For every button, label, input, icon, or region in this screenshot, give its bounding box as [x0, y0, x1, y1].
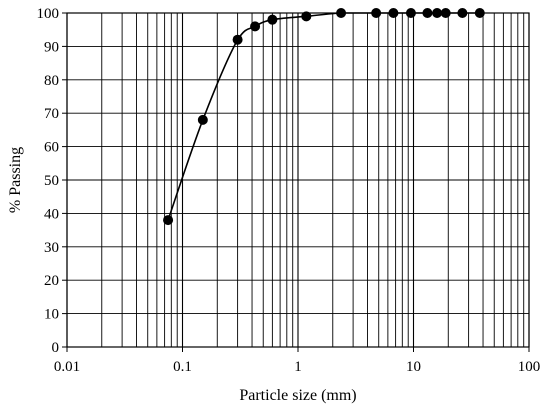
data-point — [432, 8, 443, 18]
y-tick-label: 0 — [52, 340, 60, 356]
y-tick-label: 100 — [37, 6, 60, 22]
gradation-curve — [167, 12, 480, 221]
data-point — [163, 215, 174, 226]
x-tick-label: 100 — [518, 359, 541, 375]
data-point — [422, 8, 433, 18]
y-tick-label: 10 — [44, 307, 59, 323]
data-point — [267, 14, 278, 25]
data-point — [440, 8, 451, 18]
y-tick-label: 60 — [44, 140, 59, 156]
y-tick-label: 30 — [44, 240, 59, 256]
data-point — [232, 34, 243, 45]
y-tick-label: 90 — [44, 39, 59, 55]
data-point — [371, 8, 382, 18]
data-point — [457, 8, 468, 18]
y-axis-tick-labels: 0 10 20 30 40 50 60 70 80 90 100 — [37, 6, 60, 356]
data-point — [301, 11, 312, 22]
y-tick-label: 50 — [44, 173, 59, 189]
y-tick-label: 70 — [44, 106, 59, 122]
data-point — [197, 114, 208, 125]
x-tick-label: 10 — [406, 359, 421, 375]
x-tick-label: 0.1 — [173, 359, 192, 375]
x-tick-label: 1 — [294, 359, 302, 375]
data-point — [474, 8, 485, 18]
x-tick-label: 0.01 — [54, 359, 80, 375]
data-point — [405, 8, 416, 18]
y-tick-label: 20 — [44, 273, 59, 289]
y-tick-label: 40 — [44, 206, 59, 222]
grid-y — [62, 12, 529, 348]
y-tick-label: 80 — [44, 73, 59, 89]
data-point — [388, 8, 399, 18]
x-axis-title: Particle size (mm) — [239, 387, 356, 404]
data-points — [163, 8, 485, 226]
y-axis-title: % Passing — [7, 147, 24, 213]
x-axis-tick-labels: 0.01 0.1 1 10 100 — [54, 347, 540, 375]
data-point — [250, 21, 261, 32]
data-point — [336, 8, 347, 18]
